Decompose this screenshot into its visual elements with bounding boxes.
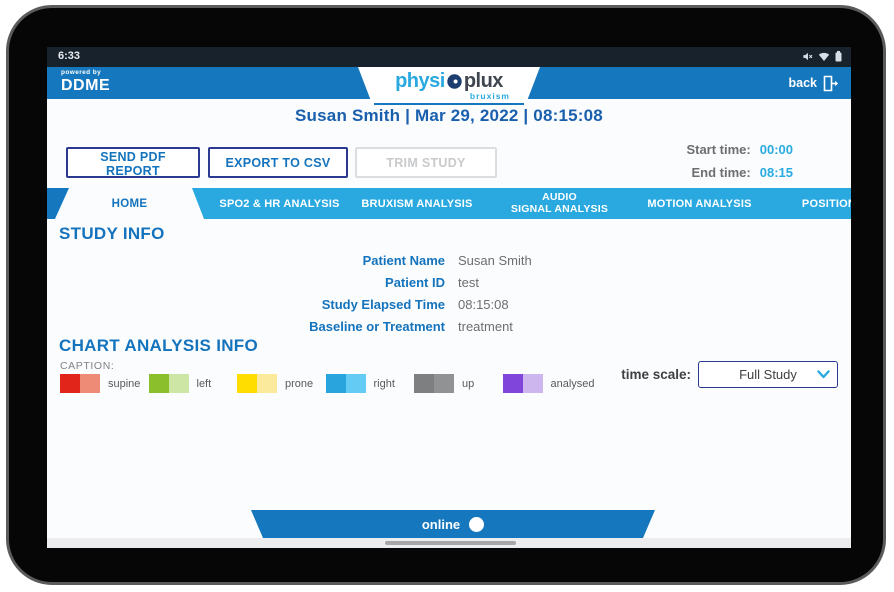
study-info-title: STUDY INFO (59, 224, 165, 243)
right-swatch (325, 374, 366, 393)
patient-name-label: Patient Name (362, 252, 445, 268)
tab-position-analysis[interactable]: POSITION (801, 197, 851, 210)
time-scale-value: Full Study (739, 367, 797, 382)
legend-item-supine: supine (60, 374, 149, 393)
tab-motion-analysis[interactable]: MOTION ANALYSIS (647, 197, 752, 210)
tab-audio-line1: AUDIO (542, 191, 577, 203)
send-pdf-report-button[interactable]: SEND PDF REPORT (66, 147, 200, 178)
physioplux-logo: physi plux (358, 70, 540, 93)
left-label: left (196, 377, 212, 390)
info-row-patient-id: Patient ID test (59, 271, 679, 293)
up-swatch (414, 374, 454, 393)
mute-icon (802, 51, 813, 62)
battery-icon (835, 51, 842, 62)
start-time-label: Start time: (686, 142, 751, 157)
physioplux-logo-plate: physi plux bruxism (358, 67, 540, 105)
end-time-label: End time: (691, 165, 751, 180)
legend-item-left: left (148, 374, 238, 393)
time-scale-dropdown[interactable]: Full Study (698, 361, 838, 388)
legend-item-right: right (325, 374, 415, 393)
online-status-banner: online i (251, 510, 655, 538)
legend-item-up: up (414, 374, 503, 393)
logo-text-bruxism: bruxism (469, 91, 510, 101)
legend-item-analysed: analysed (502, 374, 595, 393)
export-to-csv-button[interactable]: EXPORT TO CSV (208, 147, 348, 178)
info-icon[interactable]: i (469, 517, 484, 532)
patient-id-value: test (458, 274, 479, 290)
tab-bruxism-analysis[interactable]: BRUXISM ANALYSIS (361, 197, 473, 210)
info-row-elapsed-time: Study Elapsed Time 08:15:08 (59, 293, 679, 315)
ddme-brand-label: DDME (61, 76, 111, 94)
status-clock: 6:33 (58, 50, 81, 62)
tablet-frame: 6:33 powered by DDME (6, 5, 886, 585)
exit-door-icon (823, 75, 838, 91)
back-button[interactable]: back (789, 67, 840, 99)
android-status-bar: 6:33 (47, 47, 851, 67)
info-row-baseline-treatment: Baseline or Treatment treatment (59, 315, 679, 337)
chart-legend: supine left prone (60, 374, 595, 393)
powered-by-label: powered by (61, 69, 102, 76)
prone-label: prone (285, 377, 314, 390)
baseline-treatment-label: Baseline or Treatment (309, 318, 445, 334)
logo-text-physio: physi (395, 70, 445, 92)
patient-name-value: Susan Smith (458, 252, 532, 268)
wifi-icon (818, 52, 830, 62)
time-scale-label: time scale: (621, 367, 691, 382)
tab-spo2-hr-analysis[interactable]: SPO2 & HR ANALYSIS (219, 197, 340, 210)
tab-audio-signal-analysis[interactable]: AUDIO SIGNAL ANALYSIS (492, 188, 627, 219)
tab-home[interactable]: HOME (55, 188, 204, 219)
start-time-value: 00:00 (759, 142, 793, 157)
logo-text-plux: plux (463, 70, 504, 92)
back-label: back (788, 76, 818, 90)
left-swatch (148, 374, 189, 393)
analysed-swatch (502, 374, 543, 393)
analysed-label: analysed (550, 377, 595, 390)
legend-item-prone: prone (237, 374, 326, 393)
gesture-handle[interactable] (385, 541, 516, 545)
elapsed-time-label: Study Elapsed Time (321, 296, 445, 312)
prone-swatch (237, 374, 277, 393)
study-time-range: Start time: 00:00 End time: 08:15 (686, 142, 793, 180)
chart-analysis-info-title: CHART ANALYSIS INFO (59, 336, 259, 355)
baseline-treatment-value: treatment (458, 318, 513, 334)
app-screen: 6:33 powered by DDME (47, 47, 851, 548)
trim-study-button[interactable]: TRIM STUDY (355, 147, 497, 178)
tab-audio-line2: SIGNAL ANALYSIS (510, 202, 609, 215)
patient-id-label: Patient ID (385, 274, 445, 290)
supine-label: supine (108, 377, 141, 390)
online-status-label: online (421, 516, 461, 532)
ddme-logo: powered by DDME (61, 69, 111, 94)
analysis-tabbar: HOME SPO2 & HR ANALYSIS BRUXISM ANALYSIS… (47, 188, 851, 219)
elapsed-time-value: 08:15:08 (458, 296, 509, 312)
info-row-patient-name: Patient Name Susan Smith (59, 249, 679, 271)
caption-label: CAPTION: (60, 360, 115, 372)
status-icons (802, 51, 842, 62)
up-label: up (462, 377, 475, 390)
tab-home-label: HOME (111, 197, 148, 210)
right-label: right (373, 377, 395, 390)
study-info-rows: Patient Name Susan Smith Patient ID test… (59, 249, 679, 337)
study-title: Susan Smith | Mar 29, 2022 | 08:15:08 (295, 106, 603, 125)
chevron-down-icon (817, 370, 830, 379)
end-time-value: 08:15 (759, 165, 793, 180)
supine-swatch (60, 374, 100, 393)
physioplux-o-icon (447, 74, 462, 89)
